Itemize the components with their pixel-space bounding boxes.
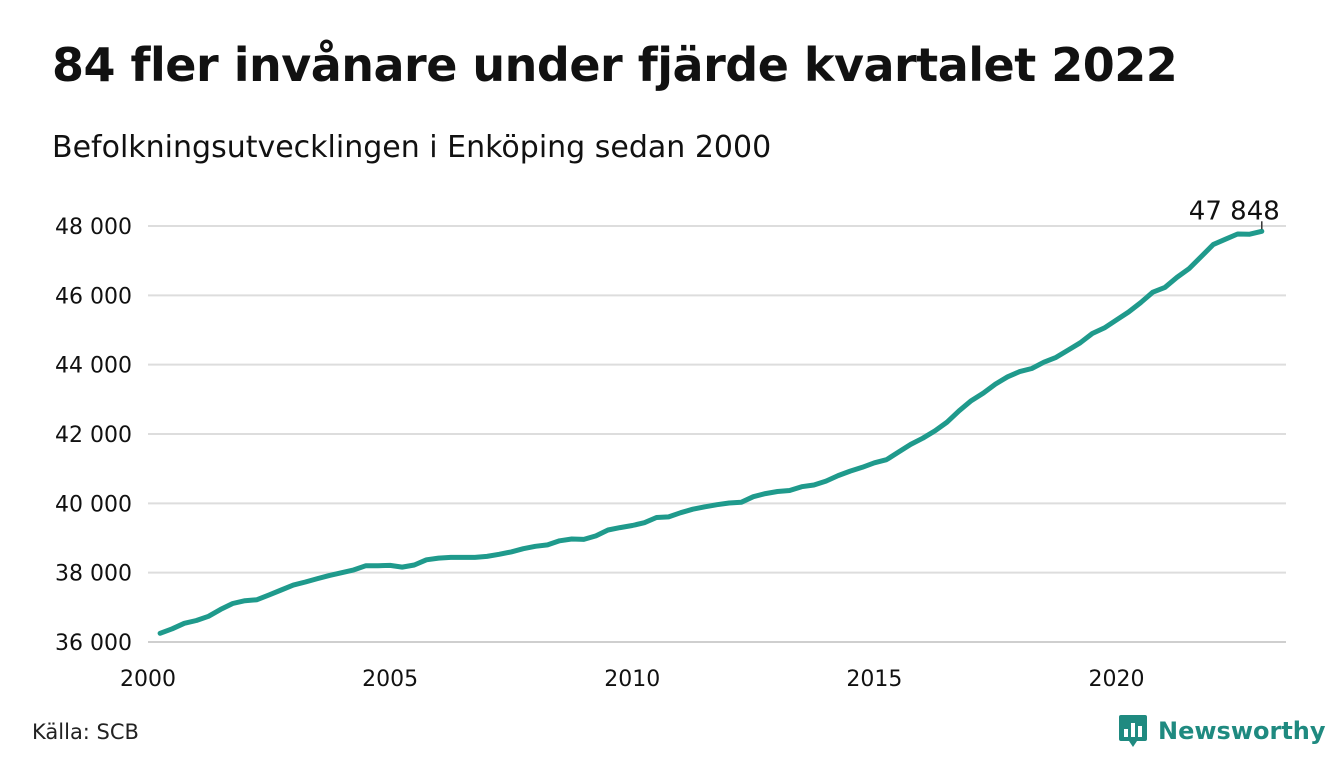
brand-name: Newsworthy: [1158, 717, 1326, 745]
brand-logo: Newsworthy: [1118, 714, 1326, 748]
end-value-label: 47 848: [1189, 196, 1280, 226]
x-tick-label: 2020: [1089, 667, 1145, 692]
y-tick-label: 38 000: [55, 562, 132, 587]
series-layer: [157, 228, 1265, 636]
series-line: [157, 228, 1265, 636]
chart-title: 84 fler invånare under fjärde kvartalet …: [52, 38, 1178, 92]
annotation-layer: 47 848: [1189, 196, 1280, 230]
bar-chart-logo-icon: [1119, 715, 1147, 747]
x-tick-label: 2010: [604, 667, 660, 692]
chart-subtitle: Befolkningsutvecklingen i Enköping sedan…: [52, 130, 772, 165]
x-axis-tick-labels: 2000 2005 2010 2015 2020: [120, 667, 1145, 692]
y-tick-label: 40 000: [55, 492, 132, 517]
x-tick-label: 2015: [846, 667, 902, 692]
y-tick-label: 42 000: [55, 423, 132, 448]
x-tick-label: 2000: [120, 667, 176, 692]
x-tick-label: 2005: [362, 667, 418, 692]
y-tick-label: 48 000: [55, 215, 132, 240]
y-tick-label: 36 000: [55, 631, 132, 656]
y-tick-label: 44 000: [55, 354, 132, 379]
y-tick-label: 46 000: [55, 284, 132, 309]
y-axis-tick-labels: 36 000 38 000 40 000 42 000 44 000 46 000 48 0…: [55, 215, 132, 656]
source-note: Källa: SCB: [32, 720, 139, 744]
